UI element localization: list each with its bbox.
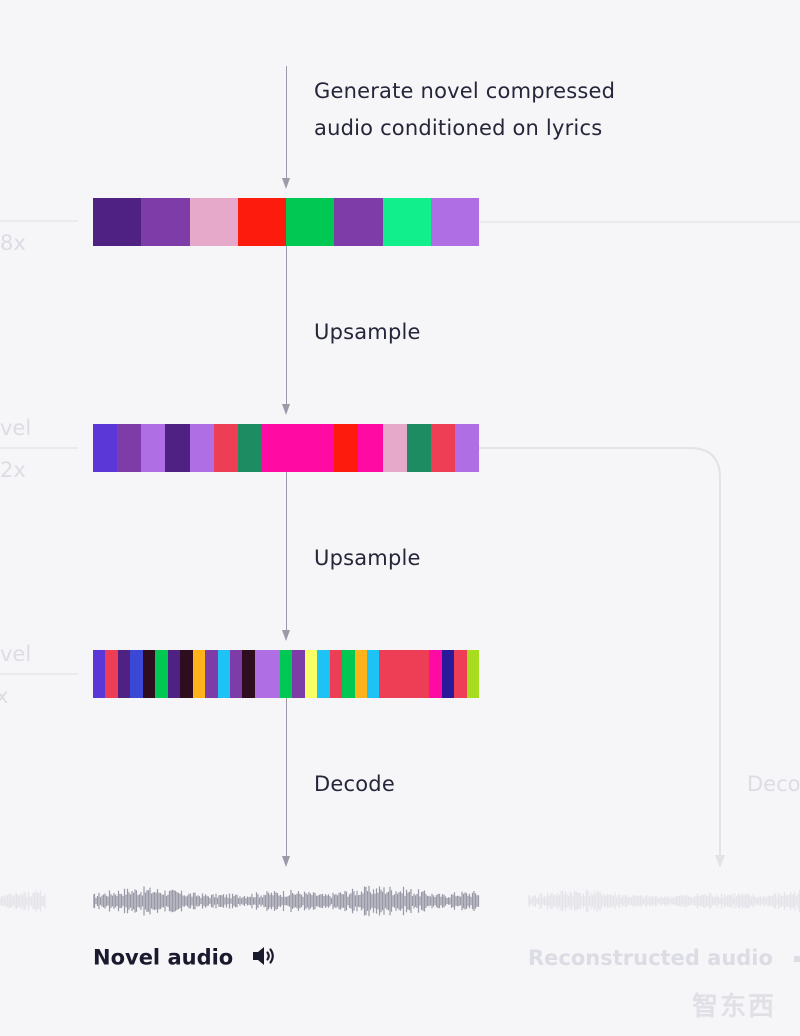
bottom-band-token-5	[142, 650, 156, 698]
watermark-logo: 智东西	[692, 992, 777, 1022]
bottom-band-token-27	[416, 650, 430, 698]
upsample-step-label-1: Upsample	[314, 320, 421, 344]
reconstructed-speaker-icon	[794, 956, 800, 962]
bottom-band-token-9	[192, 650, 206, 698]
middle-band-token-11	[334, 424, 359, 472]
bottom-band-token-24	[379, 650, 392, 698]
bottom-band-token-18	[304, 650, 318, 698]
bottom-band-token-16	[279, 650, 293, 698]
reconstructed-audio-label: Reconstructed audio	[528, 946, 773, 970]
middle-band-token-15	[430, 424, 455, 472]
bottom-band-token-8	[180, 650, 193, 698]
novel-audio-waveform	[93, 885, 480, 917]
bottom-level-divider-left	[0, 673, 78, 675]
novel-audio-caption: Novel audio	[93, 944, 277, 973]
bottom-band-token-30	[454, 650, 467, 698]
top-band-token-3	[189, 198, 238, 246]
top-band-token-7	[382, 198, 431, 246]
arrow-shaft-4	[286, 698, 287, 856]
bottom-band-token-10	[205, 650, 218, 698]
original-audio-waveform	[0, 890, 46, 912]
bottom-band-token-31	[466, 650, 480, 698]
level-bottom-word: vel	[0, 642, 32, 666]
bottom-band-token-17	[292, 650, 305, 698]
middle-band-token-10	[310, 424, 335, 472]
bottom-band-token-28	[429, 650, 442, 698]
top-level-divider-right	[480, 221, 800, 223]
reconstructed-audio-waveform	[528, 889, 800, 913]
top-level-token-band	[93, 198, 479, 246]
bottom-band-token-21	[342, 650, 355, 698]
top-band-token-6	[334, 198, 383, 246]
middle-band-token-12	[358, 424, 383, 472]
top-band-token-4	[237, 198, 286, 246]
decode-faded-label: Deco	[747, 772, 800, 796]
reconstruction-connector	[478, 447, 725, 868]
middle-level-token-band	[93, 424, 479, 472]
generate-step-label: Generate novel compressed audio conditio…	[314, 79, 616, 140]
bottom-band-token-12	[229, 650, 243, 698]
bottom-band-token-13	[242, 650, 255, 698]
arrow-head-3	[282, 630, 290, 641]
bottom-band-token-3	[117, 650, 131, 698]
middle-band-token-6	[213, 424, 238, 472]
bottom-band-token-2	[105, 650, 118, 698]
bottom-band-token-19	[317, 650, 330, 698]
bottom-band-token-23	[366, 650, 380, 698]
level-top-factor: 8x	[0, 231, 26, 255]
arrow-shaft-1	[286, 66, 287, 178]
middle-band-token-7	[237, 424, 262, 472]
middle-band-token-14	[406, 424, 431, 472]
top-band-token-2	[141, 198, 190, 246]
middle-band-token-4	[165, 424, 190, 472]
level-mid-factor: 2x	[0, 458, 26, 482]
bottom-band-token-14	[254, 650, 268, 698]
bottom-band-token-22	[354, 650, 367, 698]
middle-band-token-5	[189, 424, 214, 472]
arrow-head-1	[282, 178, 290, 189]
bottom-band-token-6	[155, 650, 168, 698]
bottom-band-token-4	[130, 650, 143, 698]
middle-band-token-1	[93, 424, 118, 472]
middle-band-token-3	[141, 424, 166, 472]
mid-level-divider-left	[0, 447, 78, 449]
bottom-band-token-1	[93, 650, 106, 698]
middle-band-token-16	[454, 424, 479, 472]
bottom-band-token-15	[267, 650, 280, 698]
bottom-band-token-25	[391, 650, 405, 698]
bottom-band-token-29	[441, 650, 455, 698]
level-mid-word: vel	[0, 416, 32, 440]
speaker-volume-icon[interactable]	[251, 944, 277, 973]
bottom-level-token-band	[93, 650, 480, 698]
bottom-band-token-26	[404, 650, 417, 698]
middle-band-token-9	[286, 424, 311, 472]
novel-audio-label: Novel audio	[93, 945, 234, 970]
arrow-head-4	[282, 856, 290, 867]
top-band-token-8	[430, 198, 479, 246]
top-level-divider-left	[0, 220, 78, 222]
bottom-band-token-7	[167, 650, 181, 698]
arrow-shaft-3	[286, 472, 287, 630]
arrow-head-2	[282, 404, 290, 415]
decode-step-label: Decode	[314, 772, 395, 796]
arrow-shaft-2	[286, 246, 287, 404]
bottom-band-token-20	[329, 650, 343, 698]
top-band-token-5	[286, 198, 335, 246]
middle-band-token-8	[261, 424, 286, 472]
middle-band-token-2	[117, 424, 142, 472]
upsample-step-label-2: Upsample	[314, 546, 421, 570]
level-bottom-factor: x	[0, 684, 9, 708]
top-band-token-1	[93, 198, 142, 246]
middle-band-token-13	[382, 424, 407, 472]
bottom-band-token-11	[217, 650, 230, 698]
